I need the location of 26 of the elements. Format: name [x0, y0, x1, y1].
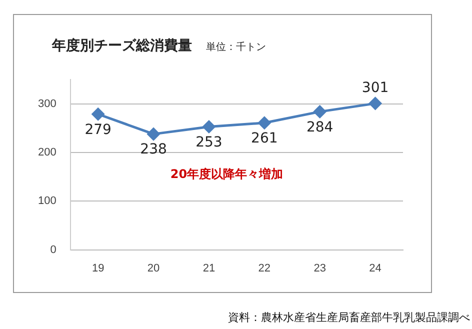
y-tick-label: 200: [38, 146, 56, 159]
point: [147, 128, 160, 140]
point: [258, 116, 271, 130]
x-tick-label: 21: [202, 262, 216, 274]
x-tick-label: 23: [314, 262, 326, 274]
text: 資料：農林水産省生産局畜産部牛乳乳製品課調べ: [228, 310, 470, 325]
data-label: 284: [306, 119, 334, 136]
chart-subtitle: 単位：千トン: [206, 42, 266, 53]
x-tick-label: 20: [147, 262, 160, 274]
point: [369, 97, 382, 110]
x-tick-label: 22: [258, 262, 271, 274]
annotation: 20年度以降年々増加: [170, 167, 284, 182]
point: [314, 105, 326, 118]
x-tick-label: 24: [369, 262, 382, 274]
data-label: 301: [362, 80, 389, 96]
chart-title: 年度別チーズ総消費量: [52, 38, 192, 54]
data-label: 279: [84, 122, 112, 138]
data-label: 253: [196, 134, 222, 150]
point: [92, 108, 104, 120]
y-tick-label: 0: [50, 244, 56, 256]
y-tick-label: 300: [38, 98, 56, 110]
x-tick-label: 19: [92, 262, 104, 274]
data-label: 261: [251, 130, 278, 147]
y-tick-label: 100: [38, 195, 56, 208]
data-label: 238: [140, 142, 167, 158]
point: [202, 120, 216, 134]
